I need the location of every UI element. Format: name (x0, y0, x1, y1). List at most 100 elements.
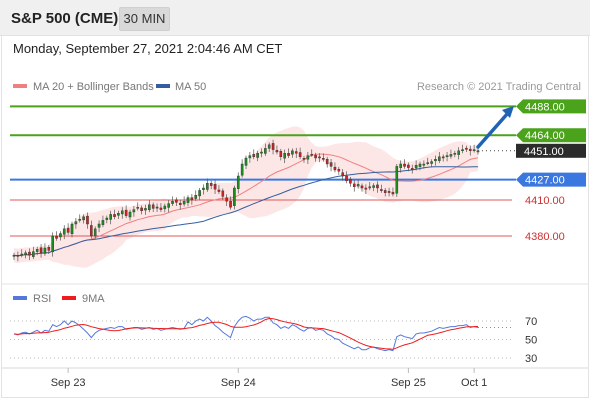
candle-body (298, 152, 302, 157)
candle-body (279, 151, 283, 157)
candle-body (476, 150, 480, 153)
candle-body (70, 223, 74, 235)
candle-body (171, 200, 174, 204)
candle-body (453, 152, 457, 155)
x-tick-label: Sep 25 (391, 377, 426, 389)
candle-body (341, 172, 344, 177)
candle-body (325, 158, 329, 165)
forecast-arrow-shaft (476, 111, 510, 149)
candle-body (178, 202, 182, 205)
candle-body (101, 220, 105, 225)
candle-body (182, 200, 186, 205)
candle-body (314, 154, 317, 159)
candle-body (120, 210, 124, 215)
candle-body (32, 251, 35, 257)
timeframe-button[interactable]: 30 MIN (119, 7, 170, 31)
candle-body (372, 185, 375, 188)
rsi-ma-line (13, 317, 479, 350)
candle-body (410, 168, 414, 170)
resistance-label-bg-0 (516, 99, 586, 114)
candle-body (449, 154, 453, 157)
last-price-label: 4451.00 (524, 146, 564, 158)
candle-body (248, 155, 252, 159)
candle-body (294, 151, 298, 154)
rsi-tick-30: 30 (525, 353, 537, 365)
rsi-tick-50: 50 (525, 335, 537, 347)
candle-body (225, 197, 228, 202)
candle-body (287, 152, 290, 156)
ma20-legend-swatch (13, 84, 27, 88)
candle-body (74, 221, 78, 225)
candle-body (136, 206, 140, 209)
candle-body (59, 233, 62, 238)
candle-body (472, 149, 476, 152)
rsi-grid: 70 50 30 (10, 316, 537, 365)
candle-body (349, 179, 352, 184)
candle-body (151, 204, 155, 209)
candle-body (113, 214, 116, 217)
candle-body (213, 183, 217, 190)
candle-body (66, 227, 70, 233)
candle-body (291, 150, 294, 155)
candle-body (391, 192, 395, 195)
research-credit: Research © 2021 Trading Central (417, 81, 581, 93)
candle-body (240, 163, 244, 176)
forecast-arrow-head (502, 106, 514, 118)
candle-body (148, 204, 151, 211)
candle-body (414, 164, 418, 169)
candle-body (333, 166, 337, 171)
rsi-ma-legend-swatch (62, 296, 76, 300)
candle-body (229, 200, 232, 208)
candle-body (209, 182, 213, 186)
ma50-legend-swatch (156, 84, 170, 88)
bollinger-band (14, 126, 478, 268)
candle-body (329, 162, 333, 167)
candle-body (260, 151, 263, 154)
candle-body (82, 216, 85, 221)
candle-body (380, 189, 383, 191)
candle-body (264, 148, 267, 154)
candle-body (198, 190, 201, 197)
last-price-label-bg (516, 143, 586, 158)
candle-body (155, 206, 159, 209)
candle-body (28, 251, 31, 256)
candle-body (244, 157, 248, 166)
candle-body (206, 182, 209, 190)
candle-body (387, 191, 391, 193)
candle-body (364, 187, 368, 190)
candle-body (175, 199, 178, 203)
candle-body (43, 247, 47, 254)
candle-body (97, 223, 101, 228)
candle-body (399, 163, 402, 169)
x-tick-label: Sep 24 (221, 377, 256, 389)
candle-body (233, 187, 236, 206)
candle-body (395, 166, 399, 194)
resistance-label-0: 4488.00 (525, 101, 565, 113)
candle-body (16, 254, 20, 257)
candle-body (337, 169, 341, 172)
bollinger-band-area (14, 126, 478, 268)
ma20-line (13, 153, 479, 257)
rsi-legend-swatch (13, 296, 27, 300)
candle-body (20, 253, 24, 256)
candle-body (190, 197, 194, 201)
ma50-legend-label: MA 50 (175, 81, 206, 93)
candle-body (376, 184, 379, 189)
chart-header: S&P 500 (CME) 30 MIN (0, 0, 590, 36)
candle-body (186, 197, 190, 203)
candlesticks (12, 139, 480, 262)
candle-body (352, 183, 356, 187)
candle-body (403, 163, 406, 167)
candle-body (465, 147, 468, 150)
candle-body (86, 215, 89, 225)
candle-body (194, 194, 198, 199)
candle-body (322, 158, 325, 160)
candle-body (167, 203, 170, 208)
resistance-label-bg-1 (516, 128, 586, 143)
resistance-label-1: 4464.00 (525, 130, 565, 142)
candle-body (407, 164, 410, 168)
rsi-legend-label: RSI (33, 293, 51, 305)
candle-body (47, 247, 51, 251)
support-label-4: 4410.00 (525, 195, 565, 207)
